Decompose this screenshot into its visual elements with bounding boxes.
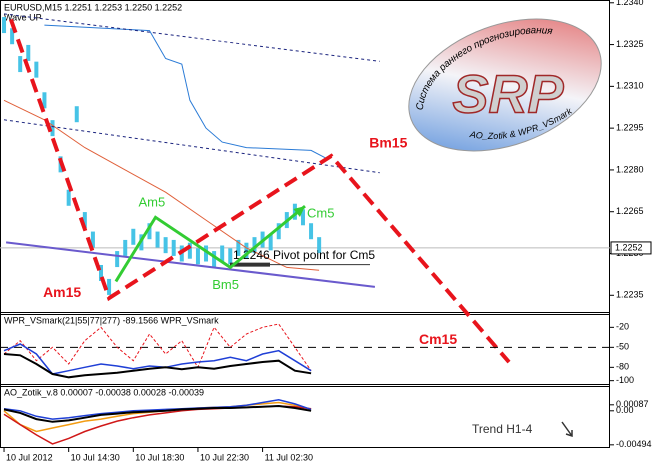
price-bar: [155, 231, 160, 248]
panel: WPR_VSmark(21|55|77|277) -89.1566 WPR_VS…: [0, 315, 634, 385]
price-bar: [66, 189, 71, 206]
y-tick-label: 0.00087: [616, 399, 649, 409]
y-tick-label: 1.2295: [616, 123, 644, 133]
price-bar: [115, 251, 120, 268]
y-tick-label: 1.2340: [616, 0, 644, 7]
series-line: [3, 353, 312, 379]
pivot-label: 1.2246 Pivot point for Cm5: [233, 248, 375, 262]
wave-label: Cm15: [419, 331, 457, 347]
wave-label: Am5: [139, 195, 166, 210]
y-tick-label: -50: [616, 342, 629, 352]
indicator-title: AO_Zotik_v.8 0.00007 -0.00038 0.00028 -0…: [4, 387, 204, 397]
symbol-info: EURUSD,M15 1.2251 1.2253 1.2250 1.2252: [4, 2, 182, 12]
pivot-marker: [230, 262, 270, 267]
series-line: [3, 343, 312, 375]
x-tick-label: 10 Jul 22:30: [200, 452, 249, 462]
price-bar: [34, 61, 39, 78]
price-bar: [107, 278, 112, 295]
wave-line: [114, 204, 306, 283]
series-line: [5, 241, 376, 288]
logo-badge: [408, 18, 602, 152]
series-line: [3, 323, 312, 371]
y-tick-label: -0.00494: [616, 439, 652, 449]
price-bar: [98, 265, 103, 281]
x-tick-label: 10 Jul 14:30: [71, 452, 120, 462]
price-bar: [300, 209, 305, 226]
series-line: [3, 404, 312, 423]
x-tick-label: 11 Jul 02:30: [265, 452, 313, 462]
trend-arrow: [561, 421, 573, 438]
price-bar: [2, 17, 7, 34]
price-bar: [163, 237, 168, 254]
y-tick-label: 1.2265: [616, 206, 644, 216]
trend-label: Trend H1-4: [472, 422, 533, 436]
y-tick-label: -20: [616, 322, 629, 332]
price-bar: [131, 228, 136, 245]
price-bar: [90, 231, 95, 248]
y-tick-label: -80: [616, 362, 629, 372]
price-bar: [244, 242, 249, 259]
price-bar: [10, 28, 15, 45]
y-tick-label: -100: [616, 375, 634, 385]
wave-state: Wave UP: [4, 12, 42, 22]
series-line: [44, 24, 328, 160]
wave-label: Am15: [43, 284, 81, 300]
price-bar: [195, 248, 200, 265]
price-bar: [123, 239, 128, 256]
price-bar: [26, 44, 31, 61]
y-tick-label: 1.2310: [616, 81, 644, 91]
price-bar: [50, 120, 55, 137]
price-bar: [309, 223, 314, 240]
panel: 1.2340 1.2325 1.2310 1.2295 1.2280 1.2265 1.22…: [0, 0, 652, 364]
price-bar: [147, 223, 152, 240]
price-bar: [204, 245, 209, 262]
wave-arrowhead: [293, 206, 305, 218]
wave-label: Bm5: [212, 277, 239, 292]
series-line: [3, 399, 312, 420]
price-bar: [42, 92, 47, 109]
price-bar: [317, 237, 322, 254]
wave-label: Bm15: [369, 135, 407, 151]
price-bar: [171, 239, 176, 256]
price-bar: [236, 239, 241, 256]
logo-title: SRP: [452, 64, 564, 124]
price-bar: [292, 203, 297, 220]
x-tick-label: 10 Jul 2012: [6, 452, 53, 462]
price-bar: [252, 237, 257, 254]
series-line: [3, 99, 320, 271]
price-bar: [228, 248, 233, 265]
price-bar: [268, 234, 273, 251]
current-price-box: [610, 241, 652, 255]
y-tick-label: 1.2325: [616, 39, 644, 49]
wave-label: Cm5: [307, 206, 334, 221]
price-bar: [187, 242, 192, 259]
x-tick-label: 10 Jul 18:30: [135, 452, 184, 462]
price-bar: [82, 212, 87, 229]
panel: AO_Zotik_v.8 0.00007 -0.00038 0.00028 -0…: [3, 387, 652, 462]
y-tick-label: 1.2280: [616, 164, 644, 174]
price-bar: [276, 223, 281, 240]
price-bar: [18, 56, 23, 73]
y-tick-label: 0.00: [616, 405, 634, 415]
current-price-label: 1.2252: [615, 242, 643, 252]
indicator-title: WPR_VSmark(21|55|77|277) -89.1566 WPR_VS…: [4, 315, 219, 325]
wave-line: [9, 18, 511, 364]
price-bar: [212, 251, 217, 268]
y-tick-label: 1.2235: [616, 290, 644, 300]
price-bar: [74, 106, 79, 123]
price-bar: [220, 245, 225, 262]
